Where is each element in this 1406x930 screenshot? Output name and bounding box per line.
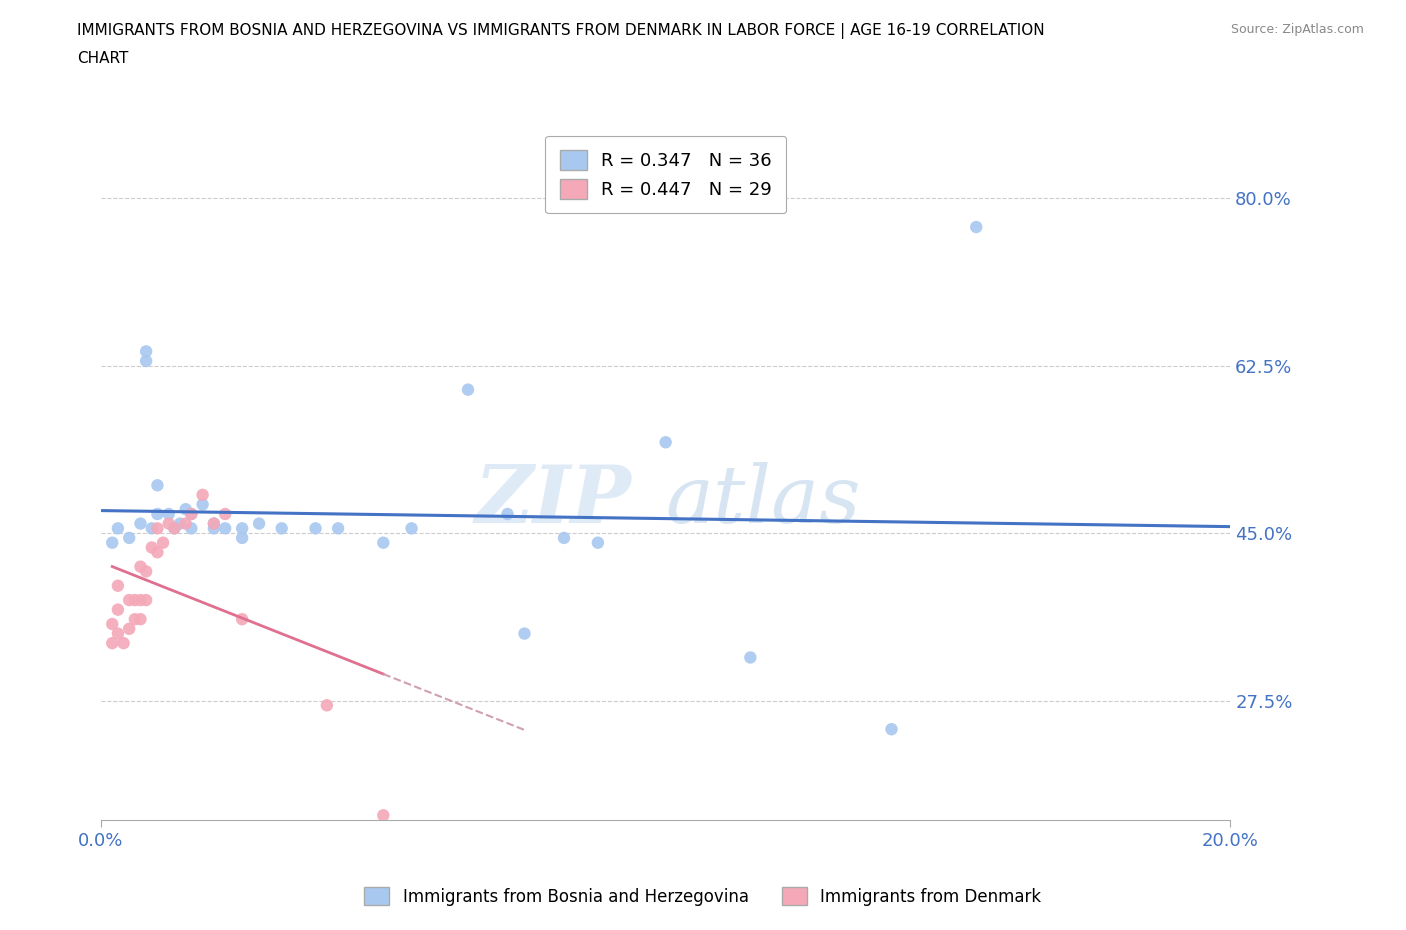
- Point: [169, 516, 191, 531]
- Point: [315, 698, 337, 712]
- Point: [553, 530, 575, 545]
- Point: [740, 650, 762, 665]
- Point: [191, 497, 214, 512]
- Point: [107, 578, 129, 593]
- Point: [135, 592, 157, 607]
- Point: [401, 521, 423, 536]
- Point: [496, 507, 519, 522]
- Point: [135, 564, 157, 578]
- Point: [129, 516, 152, 531]
- Text: ZIP: ZIP: [475, 462, 631, 539]
- Text: atlas: atlas: [665, 462, 860, 539]
- Text: IMMIGRANTS FROM BOSNIA AND HERZEGOVINA VS IMMIGRANTS FROM DENMARK IN LABOR FORCE: IMMIGRANTS FROM BOSNIA AND HERZEGOVINA V…: [77, 23, 1045, 39]
- Point: [214, 507, 236, 522]
- Point: [157, 507, 180, 522]
- Point: [124, 612, 146, 627]
- Point: [146, 478, 169, 493]
- Point: [174, 502, 197, 517]
- Point: [373, 536, 395, 551]
- Point: [129, 612, 152, 627]
- Point: [231, 530, 253, 545]
- Point: [202, 516, 225, 531]
- Point: [247, 516, 270, 531]
- Point: [202, 521, 225, 536]
- Point: [152, 536, 174, 551]
- Point: [174, 516, 197, 531]
- Point: [326, 521, 349, 536]
- Point: [118, 621, 141, 636]
- Point: [214, 521, 236, 536]
- Text: Source: ZipAtlas.com: Source: ZipAtlas.com: [1230, 23, 1364, 36]
- Point: [135, 344, 157, 359]
- Text: CHART: CHART: [77, 51, 129, 66]
- Point: [146, 521, 169, 536]
- Point: [118, 530, 141, 545]
- Point: [141, 540, 163, 555]
- Point: [231, 521, 253, 536]
- Point: [101, 536, 124, 551]
- Point: [124, 592, 146, 607]
- Point: [965, 219, 987, 234]
- Point: [118, 592, 141, 607]
- Point: [202, 516, 225, 531]
- Legend: R = 0.347   N = 36, R = 0.447   N = 29: R = 0.347 N = 36, R = 0.447 N = 29: [546, 136, 786, 213]
- Point: [129, 592, 152, 607]
- Point: [101, 636, 124, 651]
- Point: [107, 603, 129, 618]
- Point: [180, 507, 202, 522]
- Point: [163, 521, 186, 536]
- Point: [129, 559, 152, 574]
- Legend: Immigrants from Bosnia and Herzegovina, Immigrants from Denmark: Immigrants from Bosnia and Herzegovina, …: [357, 881, 1049, 912]
- Point: [586, 536, 609, 551]
- Point: [163, 521, 186, 536]
- Point: [231, 612, 253, 627]
- Point: [141, 521, 163, 536]
- Point: [880, 722, 903, 737]
- Point: [457, 382, 479, 397]
- Point: [146, 507, 169, 522]
- Point: [180, 507, 202, 522]
- Point: [157, 516, 180, 531]
- Point: [304, 521, 326, 536]
- Point: [373, 808, 395, 823]
- Point: [146, 545, 169, 560]
- Point: [101, 617, 124, 631]
- Point: [107, 521, 129, 536]
- Point: [180, 521, 202, 536]
- Point: [191, 487, 214, 502]
- Point: [112, 636, 135, 651]
- Point: [654, 435, 676, 450]
- Point: [513, 626, 536, 641]
- Point: [107, 626, 129, 641]
- Point: [270, 521, 292, 536]
- Point: [135, 353, 157, 368]
